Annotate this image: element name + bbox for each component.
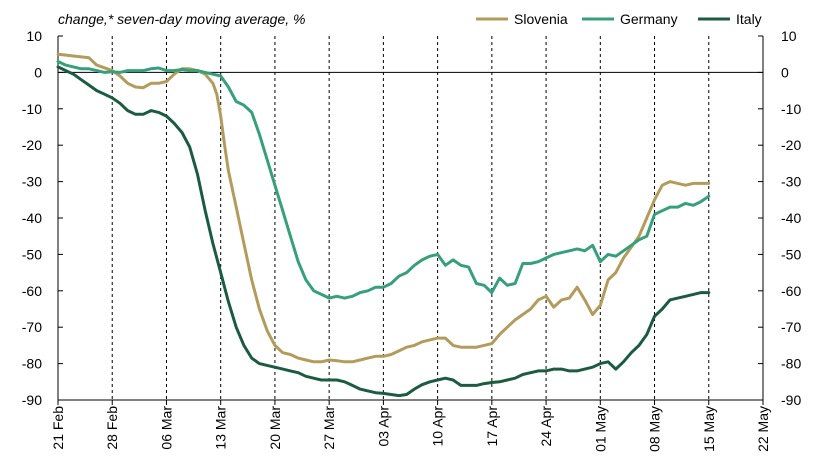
y-tick-label-left: -30 <box>22 174 42 190</box>
x-tick-label: 28 Feb <box>104 406 120 450</box>
y-tick-label-left: -10 <box>22 101 42 117</box>
legend-label-italy: Italy <box>736 11 762 27</box>
y-tick-label-left: -80 <box>22 356 42 372</box>
x-tick-label: 15 May <box>701 406 717 452</box>
y-tick-label-right: -70 <box>781 319 801 335</box>
y-tick-label-left: -90 <box>22 392 42 408</box>
y-tick-label-right: -60 <box>781 283 801 299</box>
y-axis-title: change,* seven-day moving average, % <box>58 11 305 27</box>
x-tick-label: 17 Apr <box>484 406 500 447</box>
tick-labels: 10 10 0 0 -10 -10 -20 -20 -30 -30 -40 -40 -50 -50 -60 -… <box>22 28 802 452</box>
y-tick-label-right: -90 <box>781 392 801 408</box>
x-tick-label: 20 Mar <box>267 406 283 450</box>
x-tick-label: 08 May <box>647 406 663 452</box>
y-tick-label-right: -20 <box>781 137 801 153</box>
legend-label-germany: Germany <box>620 11 678 27</box>
y-tick-label-right: -30 <box>781 174 801 190</box>
x-tick-label: 10 Apr <box>430 406 446 447</box>
series-line-italy <box>56 65 711 398</box>
y-tick-label-right: 10 <box>781 28 797 44</box>
x-tick-label: 27 Mar <box>321 406 337 450</box>
x-tick-label: 13 Mar <box>213 406 229 450</box>
y-tick-label-right: -80 <box>781 356 801 372</box>
y-tick-label-left: -60 <box>22 283 42 299</box>
y-tick-label-left: 0 <box>34 64 42 80</box>
x-tick-label: 06 Mar <box>158 406 174 450</box>
y-tick-label-right: 0 <box>781 64 789 80</box>
y-tick-label-left: -70 <box>22 319 42 335</box>
y-tick-label-right: -40 <box>781 210 801 226</box>
series-lines <box>56 52 711 398</box>
x-tick-label: 01 May <box>592 406 608 452</box>
y-tick-label-left: 10 <box>26 28 42 44</box>
y-tick-label-left: -20 <box>22 137 42 153</box>
x-tick-label: 03 Apr <box>375 406 391 447</box>
axes <box>57 35 764 405</box>
y-tick-label-left: -50 <box>22 246 42 262</box>
y-tick-label-right: -50 <box>781 246 801 262</box>
gridlines <box>111 36 710 400</box>
y-tick-label-right: -10 <box>781 101 801 117</box>
series-line-slovenia <box>56 52 711 364</box>
x-tick-label: 21 Feb <box>50 406 66 450</box>
x-tick-label: 22 May <box>755 406 771 452</box>
legend-label-slovenia: Slovenia <box>514 11 568 27</box>
x-tick-label: 24 Apr <box>538 406 554 447</box>
legend: Slovenia Germany Italy <box>476 11 762 27</box>
y-tick-label-left: -40 <box>22 210 42 226</box>
series-line-germany <box>56 60 711 300</box>
